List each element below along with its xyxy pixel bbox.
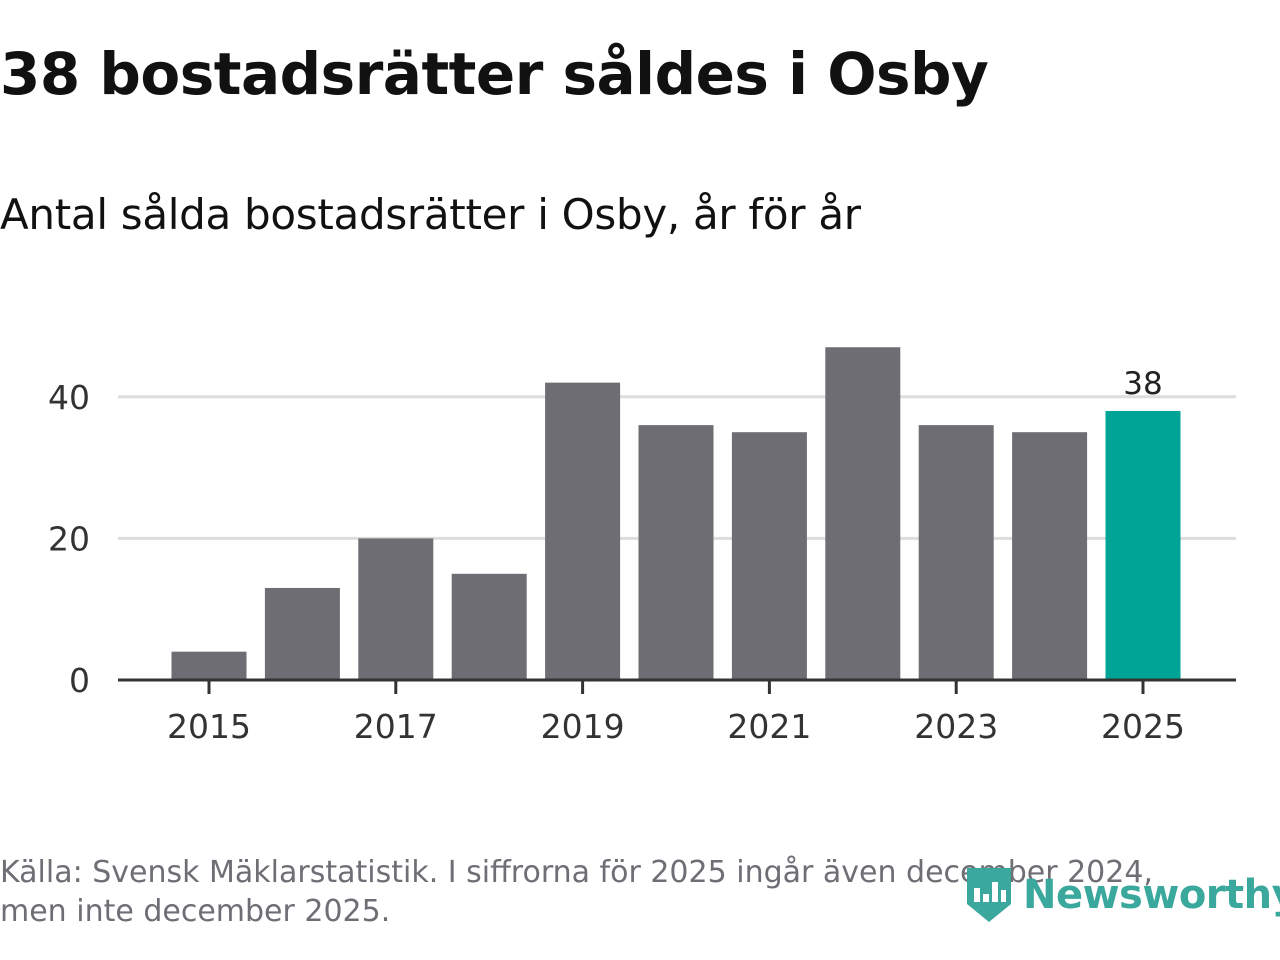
bar-2019 xyxy=(545,382,621,680)
bar-2018 xyxy=(451,573,527,680)
x-tick-label-2025: 2025 xyxy=(1101,707,1185,746)
y-tick-label-20: 20 xyxy=(48,519,90,558)
y-tick-label-40: 40 xyxy=(48,378,90,417)
bar-2020 xyxy=(638,425,714,680)
x-tick-label-2021: 2021 xyxy=(727,707,811,746)
bar-2022 xyxy=(825,347,901,680)
x-tick-label-2017: 2017 xyxy=(354,707,438,746)
bars xyxy=(171,347,1181,680)
chart-title: 38 bostadsrätter såldes i Osby xyxy=(0,40,989,108)
x-tick-label-2019: 2019 xyxy=(541,707,625,746)
newsworthy-logo-icon xyxy=(967,868,1011,922)
bar-2023 xyxy=(918,425,994,680)
labels: 0 20 40 2015 2017 2019 2021 2023 2025 38 xyxy=(48,366,1185,746)
bar-2021 xyxy=(731,432,807,680)
bar-2024 xyxy=(1012,432,1088,680)
x-axis xyxy=(118,678,1236,694)
data-label-2025: 38 xyxy=(1123,366,1162,402)
bar-2025 xyxy=(1105,410,1181,680)
y-tick-label-0: 0 xyxy=(69,661,90,700)
bar-2015 xyxy=(171,651,247,680)
chart-subtitle: Antal sålda bostadsrätter i Osby, år för… xyxy=(0,190,861,239)
source-note: Källa: Svensk Mäklarstatistik. I siffror… xyxy=(0,855,1153,929)
x-tick-label-2015: 2015 xyxy=(167,707,251,746)
x-tick-label-2023: 2023 xyxy=(914,707,998,746)
bar-2016 xyxy=(264,587,340,680)
bar-2017 xyxy=(358,538,434,680)
logo-text: Newsworthy xyxy=(1023,872,1280,918)
newsworthy-logo: Newsworthy xyxy=(963,864,1280,926)
